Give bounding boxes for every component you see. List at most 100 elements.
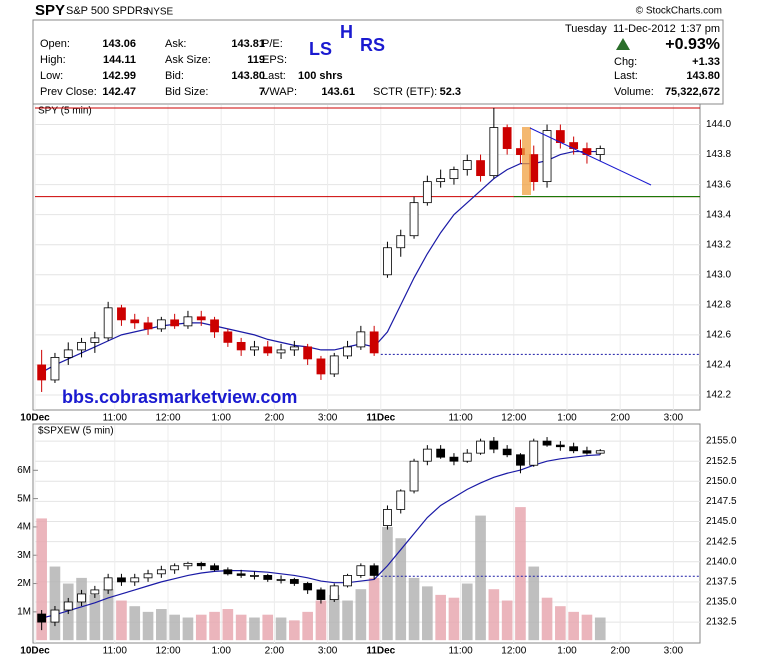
x-tick-label: 10Dec (20, 646, 50, 657)
stat-value: 142.99 (102, 70, 136, 82)
candle-body (569, 446, 579, 452)
candle-body (63, 601, 73, 611)
y-tick-label: 143.4 (706, 209, 731, 220)
panel-title: SPY (5 min) (38, 106, 92, 117)
moving-average (41, 150, 601, 373)
candle-body (236, 573, 246, 576)
candle-body (422, 448, 432, 462)
candle-body (383, 247, 392, 276)
candle-body (50, 357, 60, 381)
candle-body (595, 148, 605, 155)
volume-bar (541, 597, 553, 641)
candle-body (130, 319, 140, 324)
stat-label: Last: (614, 70, 638, 82)
candle-body (462, 452, 472, 462)
candle-body (183, 316, 193, 327)
candle-body (476, 440, 485, 454)
y-tick-label: 142.8 (706, 299, 731, 310)
y2-tick-label: 5M (17, 493, 31, 504)
volume-bar (142, 611, 154, 641)
stat-value: 143.61 (321, 86, 355, 98)
x-tick-label: 11:00 (103, 413, 128, 424)
candle-body (409, 202, 419, 237)
x-tick-label: 12:00 (501, 646, 526, 657)
stat-label: SCTR (ETF): (373, 86, 437, 98)
volume-bar (36, 518, 47, 641)
y-tick-label: 143.6 (706, 179, 731, 190)
volume-bar (102, 589, 114, 641)
candle-body (542, 440, 552, 446)
candle-body (143, 322, 153, 330)
stat-label: Last: (262, 70, 286, 82)
day: Tuesday (565, 23, 607, 35)
x-tick-label: 11:00 (103, 646, 128, 657)
highlight (522, 127, 531, 195)
x-tick-label: 3:00 (318, 646, 338, 657)
candle-body (103, 577, 113, 591)
stat-label: Bid Size: (165, 86, 208, 98)
x-tick-label: 1:00 (557, 413, 577, 424)
y-tick-label: 143.8 (706, 149, 731, 160)
y-tick-label: 142.4 (706, 360, 731, 371)
x-tick-label: 3:00 (318, 413, 338, 424)
y-tick-label: 143.2 (706, 239, 731, 250)
volume-bar (581, 614, 593, 641)
volume-bar (435, 594, 446, 641)
volume-bar (422, 586, 433, 641)
candle-body (343, 575, 352, 587)
candle-body (250, 346, 259, 351)
stat-label: Prev Close: (40, 86, 97, 98)
time: 1:37 pm (680, 23, 720, 35)
candle-body (369, 331, 379, 354)
stat-label: EPS: (262, 54, 287, 66)
candle-body (63, 349, 73, 358)
candle-body (582, 450, 592, 454)
x-tick-label: 1:00 (211, 413, 231, 424)
candle-body (436, 448, 446, 458)
volume-bar (262, 614, 274, 641)
panel-title: $SPXEW (5 min) (38, 426, 114, 437)
candle-body (555, 444, 565, 448)
volume-bar (209, 611, 220, 641)
candle-body (329, 355, 339, 375)
candle-body (223, 569, 233, 575)
candle-body (50, 609, 60, 623)
candle-body (449, 169, 459, 180)
exchange: NYSE (146, 7, 174, 18)
candle-body (436, 178, 446, 183)
y-tick-label: 142.6 (706, 330, 731, 341)
volume-bar (129, 606, 141, 641)
stat-value: 7 (259, 86, 265, 98)
stat-label: Chg: (614, 56, 637, 68)
candle-body (263, 575, 273, 580)
volume-bar (315, 600, 327, 641)
stat-value: 143.80 (686, 70, 720, 82)
candle-body (516, 454, 525, 466)
candle-body (476, 160, 485, 177)
candle-body (77, 341, 86, 351)
candle-body (489, 127, 499, 177)
x-tick-label: 1:00 (211, 646, 231, 657)
candle-body (170, 319, 180, 327)
y-tick-label: 143.0 (706, 269, 731, 280)
candle-body (369, 565, 379, 576)
candle-body (130, 577, 140, 583)
volume-bar (289, 620, 300, 641)
volume-bar (169, 614, 180, 641)
candle-body (223, 331, 233, 343)
candle-body (595, 450, 605, 454)
volume-bar (156, 609, 167, 641)
candle-body (236, 341, 246, 351)
stat-label: Volume: (614, 86, 654, 98)
change-pct: +0.93% (665, 36, 720, 53)
website: bbs.cobrasmarketview.com (62, 387, 297, 407)
candle-body (462, 160, 472, 171)
candle-body (196, 316, 206, 321)
security-name: S&P 500 SPDRs (66, 5, 149, 17)
candle-body (422, 181, 432, 204)
x-tick-label: 12:00 (155, 413, 180, 424)
x-tick-label: 12:00 (155, 646, 180, 657)
x-tick-label: 2:00 (610, 413, 630, 424)
